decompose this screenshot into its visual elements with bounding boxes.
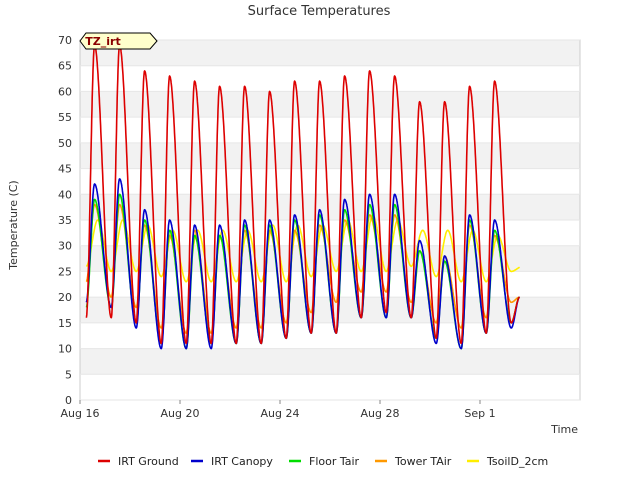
legend-label-tower-tair: Tower TAir bbox=[394, 455, 452, 468]
series-lines bbox=[85, 44, 521, 350]
series-line-irt-canopy bbox=[85, 178, 521, 350]
y-tick-label: 50 bbox=[58, 137, 72, 150]
tag-label: TZ_irt bbox=[85, 35, 120, 48]
tz-irt-tag: TZ_irt bbox=[79, 32, 158, 50]
band bbox=[80, 322, 580, 349]
y-axis-ticks: 0 5 10 15 20 25 30 35 40 45 50 55 60 65 70 bbox=[58, 34, 580, 407]
y-tick-label: 5 bbox=[65, 368, 72, 381]
y-tick-label: 30 bbox=[58, 240, 72, 253]
y-tick-label: 55 bbox=[58, 111, 72, 124]
x-tick-label: Sep 1 bbox=[464, 407, 495, 420]
x-tick-label: Aug 28 bbox=[361, 407, 400, 420]
band bbox=[80, 117, 580, 143]
y-tick-label: 25 bbox=[58, 265, 72, 278]
legend-label-floor-tair: Floor Tair bbox=[309, 455, 360, 468]
band bbox=[80, 348, 580, 375]
y-tick-label: 20 bbox=[58, 291, 72, 304]
y-tick-label: 15 bbox=[58, 317, 72, 330]
y-tick-label: 40 bbox=[58, 188, 72, 201]
band bbox=[80, 374, 580, 400]
band bbox=[80, 91, 580, 118]
y-axis-title: Temperature (C) bbox=[7, 180, 20, 270]
x-tick-label: Aug 16 bbox=[61, 407, 100, 420]
band bbox=[80, 194, 580, 220]
x-tick-label: Aug 24 bbox=[261, 407, 300, 420]
band bbox=[80, 142, 580, 169]
y-tick-label: 65 bbox=[58, 60, 72, 73]
legend: IRT Ground IRT Canopy Floor Tair Tower TAir… bbox=[98, 455, 548, 468]
series-line-tsoild-2cm bbox=[85, 214, 521, 283]
legend-label-irt-canopy: IRT Canopy bbox=[211, 455, 273, 468]
chart-title: Surface Temperatures bbox=[248, 4, 391, 19]
x-axis-ticks: Aug 16 Aug 20 Aug 24 Aug 28 Sep 1 bbox=[61, 400, 496, 420]
series-line-irt-ground bbox=[85, 44, 521, 345]
y-tick-label: 10 bbox=[58, 343, 72, 356]
x-axis-title: Time bbox=[550, 423, 578, 436]
y-tick-label: 0 bbox=[65, 394, 72, 407]
y-tick-label: 70 bbox=[58, 34, 72, 47]
y-tick-label: 35 bbox=[58, 214, 72, 227]
y-tick-label: 45 bbox=[58, 163, 72, 176]
legend-label-tsoild-2cm: TsoilD_2cm bbox=[486, 455, 548, 468]
x-tick-label: Aug 20 bbox=[161, 407, 200, 420]
tag-box bbox=[79, 32, 158, 50]
band bbox=[80, 65, 580, 92]
y-tick-label: 60 bbox=[58, 85, 72, 98]
legend-label-irt-ground: IRT Ground bbox=[118, 455, 179, 468]
band bbox=[80, 40, 580, 66]
band bbox=[80, 168, 580, 195]
